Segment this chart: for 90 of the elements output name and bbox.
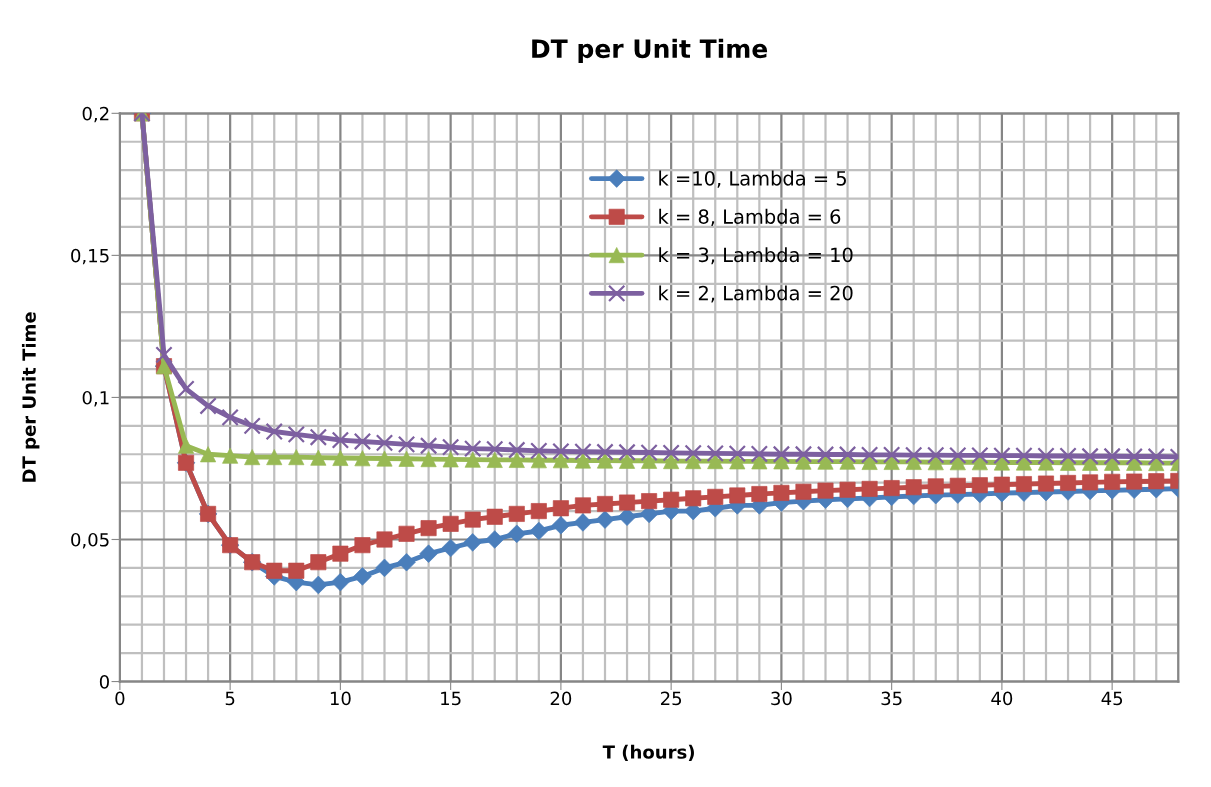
x-tick-label: 40: [991, 691, 1013, 706]
point: [1147, 447, 1165, 466]
point: [508, 441, 526, 459]
point: [1037, 447, 1055, 465]
point: [773, 484, 790, 501]
chart-title: DT per Unit Time: [532, 38, 768, 63]
point: [287, 425, 306, 444]
point: [971, 446, 989, 465]
legend-label: k =10, Lambda = 5: [659, 170, 846, 188]
point: [243, 417, 261, 435]
point: [1060, 474, 1077, 491]
point: [354, 450, 371, 467]
point: [442, 515, 459, 532]
point: [441, 438, 460, 456]
point: [1081, 447, 1099, 465]
point: [772, 445, 791, 464]
y-tick-label: 0,05: [71, 532, 109, 549]
point: [375, 558, 394, 578]
point: [331, 431, 350, 449]
point: [838, 445, 857, 464]
y-tick-label: 0,2: [82, 106, 109, 123]
point: [1059, 447, 1077, 465]
x-tick-label: 0: [115, 691, 125, 706]
y-tick-label: 0: [99, 675, 109, 689]
point: [397, 435, 416, 454]
point: [927, 446, 945, 464]
point: [794, 445, 813, 464]
point: [728, 444, 747, 463]
point: [595, 510, 615, 529]
x-tick-label: 25: [660, 691, 682, 706]
point: [530, 503, 547, 520]
point: [574, 442, 592, 461]
legend-label: k = 8, Lambda = 6: [659, 208, 841, 226]
point: [420, 451, 437, 468]
point: [486, 440, 504, 458]
point: [353, 432, 372, 451]
point: [640, 443, 658, 462]
x-axis-title: T (hours): [602, 744, 694, 761]
x-tick-label: 15: [441, 691, 461, 706]
legend-label: k = 3, Lambda = 10: [659, 247, 853, 265]
point: [441, 538, 460, 558]
point: [860, 446, 879, 464]
point: [420, 520, 437, 537]
point: [750, 445, 769, 463]
point: [574, 497, 591, 514]
point: [552, 442, 570, 461]
point: [265, 422, 283, 441]
point: [177, 380, 195, 398]
x-tick-label: 45: [1101, 691, 1123, 706]
point: [949, 446, 967, 465]
y-tick-label: 0,1: [82, 390, 109, 407]
point: [684, 444, 702, 462]
point: [244, 449, 261, 466]
point: [816, 445, 835, 464]
point: [1103, 447, 1121, 465]
point: [375, 434, 394, 452]
point: [597, 495, 613, 512]
x-tick-label: 10: [330, 691, 351, 706]
point: [904, 446, 923, 464]
point: [442, 451, 459, 468]
y-axis-title: DT per Unit Time: [21, 312, 40, 482]
point: [993, 476, 1010, 493]
point: [221, 408, 239, 427]
point: [199, 397, 217, 415]
point: [662, 444, 680, 462]
x-tick-label: 5: [225, 691, 235, 706]
point: [882, 446, 901, 464]
legend-label: k = 2, Lambda = 20: [659, 285, 853, 303]
x-tick-label: 20: [550, 691, 572, 706]
point: [619, 494, 636, 511]
x-tick-label: 30: [771, 691, 792, 706]
point: [596, 443, 614, 461]
point: [1015, 446, 1033, 465]
point: [309, 428, 328, 446]
y-tick-label: 0,15: [71, 248, 109, 265]
point: [530, 442, 548, 460]
point: [155, 346, 173, 364]
point: [486, 451, 503, 468]
point: [419, 436, 438, 455]
point: [861, 480, 878, 497]
point: [463, 439, 482, 458]
x-tick-label: 35: [881, 691, 902, 706]
point: [706, 444, 724, 463]
point: [309, 575, 328, 595]
point: [1125, 447, 1143, 466]
point: [993, 446, 1011, 465]
point: [618, 443, 636, 462]
point: [485, 530, 504, 549]
point: [288, 449, 305, 466]
point: [397, 553, 416, 572]
